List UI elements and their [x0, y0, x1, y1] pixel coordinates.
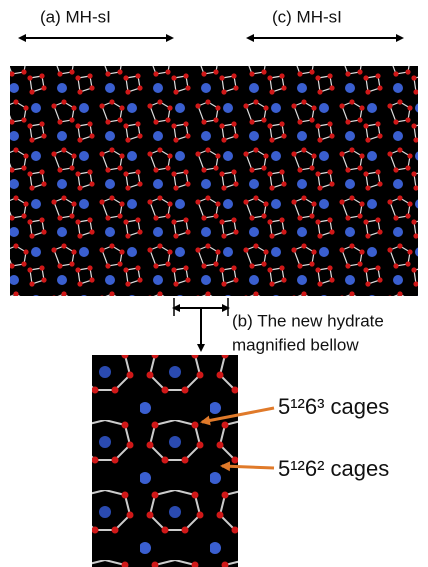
magnified-image: [92, 355, 238, 567]
cage-label: 5¹²6³ cages: [278, 394, 389, 419]
cage-label: 5¹²6² cages: [278, 456, 389, 481]
label-b: (b) The new hydrate: [232, 311, 384, 330]
figure: (a) MH-sI (c) MH-sI (b) The new hydrate …: [0, 0, 428, 567]
label-c: (c) MH-sI: [272, 7, 342, 26]
pointer-arrow: [222, 466, 274, 468]
label-a: (a) MH-sI: [40, 7, 111, 26]
label-b-2: magnified bellow: [232, 335, 359, 354]
simulation-image: [10, 66, 418, 296]
